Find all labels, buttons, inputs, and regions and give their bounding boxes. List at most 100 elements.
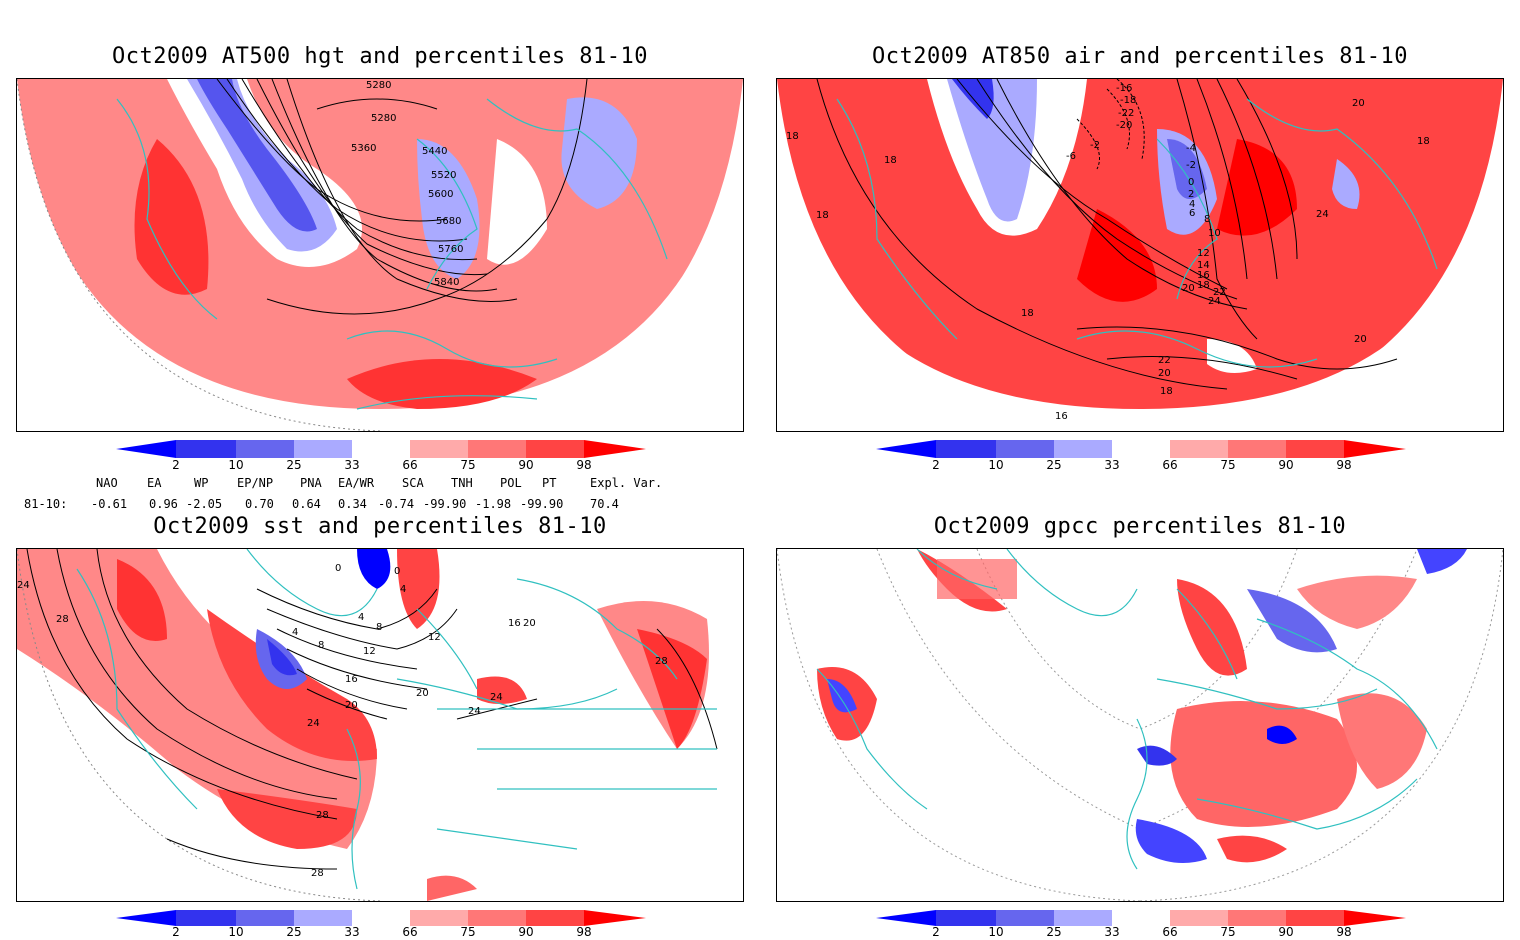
contour-label: 18 [1160,386,1173,397]
colorbar-top-left: 2 10 25 33 66 75 90 98 [116,440,646,474]
idx-val-nao: -0.61 [91,497,128,511]
contour-label: 20 [523,618,536,629]
contour-label: 4 [1189,199,1196,210]
map-panel-sst [16,548,744,902]
cb-bin-10 [176,440,236,458]
cb-label-98: 98 [1336,925,1352,939]
map-panel-hgt500 [16,78,744,432]
cb-label-25: 25 [286,458,302,472]
contour-label: -20 [1116,120,1133,131]
cb-label-66: 66 [402,925,418,939]
cb-label-66: 66 [1162,925,1178,939]
contour-label: 8 [376,622,383,633]
cb-label-2: 2 [932,925,940,939]
cb-label-2: 2 [932,458,940,472]
contour-label: 22 [1213,287,1226,298]
contour-label: 2 [1188,189,1195,200]
contour-label: 16 [345,674,358,685]
cb-bin-75 [468,440,526,458]
cb-label-33: 33 [1104,925,1120,939]
contour-label: 20 [1182,283,1195,294]
idx-row-label: 81-10: [24,497,68,511]
cb-label-75: 75 [1220,925,1236,939]
contour-label: -2 [1090,140,1100,151]
idx-header-pt: PT [542,476,557,490]
contour-label: 20 [1352,98,1365,109]
contour-label: 5600 [428,189,454,200]
cb-label-90: 90 [1278,925,1294,939]
idx-header-wp: WP [194,476,209,490]
cb-label-25: 25 [1046,925,1062,939]
contour-label: 14 [1197,260,1210,271]
cb-label-10: 10 [988,925,1004,939]
cb-label-75: 75 [460,925,476,939]
contour-label: 28 [316,810,329,821]
contour-label: 24 [1208,296,1221,307]
cb-label-98: 98 [576,458,592,472]
contour-label: 4 [358,612,365,623]
contour-label: -6 [1066,151,1076,162]
cb-label-90: 90 [1278,458,1294,472]
colorbar-bottom-left: 2 10 25 33 66 75 90 98 [116,910,646,940]
gpcc-map [777,549,1503,901]
contour-label: 18 [816,210,829,221]
idx-header-pol: POL [500,476,522,490]
contour-label: 18 [884,155,897,166]
cb-label-90: 90 [518,925,534,939]
cb-label-10: 10 [228,458,244,472]
cb-label-33: 33 [344,458,360,472]
cb-label-25: 25 [1046,458,1062,472]
cb-label-2: 2 [172,925,180,939]
idx-val-wp: -2.05 [186,497,223,511]
contour-label: 8 [1204,214,1211,225]
idx-header-nao: NAO [96,476,118,490]
sst-map [17,549,718,901]
contour-label: -18 [1120,95,1137,106]
contour-label: 18 [1417,136,1430,147]
cb-arrow-right [584,440,646,458]
contour-label: 24 [17,580,30,591]
contour-label: 0 [1188,177,1195,188]
idx-header-explvar: Expl. Var. [590,476,663,490]
contour-label: 28 [56,614,69,625]
panel2-title: Oct2009 AT850 air and percentiles 81-10 [871,44,1409,69]
cb-label-33: 33 [344,925,360,939]
contour-label: 16 [1197,270,1210,281]
map-panel-air850 [776,78,1504,432]
idx-header-sca: SCA [402,476,424,490]
contour-label: 5680 [436,216,462,227]
hgt500-map [17,79,743,431]
cb-bin-25 [236,440,294,458]
contour-label: 18 [786,131,799,142]
contour-label: 24 [468,706,481,717]
colorbar-top-right: 2 10 25 33 66 75 90 98 [876,440,1406,474]
contour-label: 5840 [434,277,460,288]
contour-label: 8 [318,640,325,651]
contour-label: 10 [1208,228,1221,239]
cb-label-66: 66 [402,458,418,472]
contour-label: 24 [1316,209,1329,220]
idx-header-epnp: EP/NP [237,476,274,490]
contour-label: 4 [400,584,407,595]
contour-label: 22 [1158,355,1171,366]
contour-label: 5280 [366,80,392,91]
contour-label: 5360 [351,143,377,154]
contour-label: 16 [508,618,521,629]
contour-label: 20 [416,688,429,699]
contour-label: 5760 [438,244,464,255]
cb-label-10: 10 [988,458,1004,472]
cb-label-2: 2 [172,458,180,472]
cb-label-98: 98 [1336,458,1352,472]
cb-bin-66 [410,440,468,458]
panel3-title: Oct2009 sst and percentiles 81-10 [153,514,607,539]
cb-arrow-left [116,440,176,458]
contour-label: 20 [1158,368,1171,379]
contour-label: 4 [292,627,299,638]
idx-header-ea: EA [147,476,162,490]
contour-label: -22 [1118,108,1135,119]
idx-header-eawr: EA/WR [338,476,375,490]
cb-label-25: 25 [286,925,302,939]
contour-label: 20 [1354,334,1367,345]
idx-val-pna: 0.64 [292,497,321,511]
contour-label: 5440 [422,146,448,157]
